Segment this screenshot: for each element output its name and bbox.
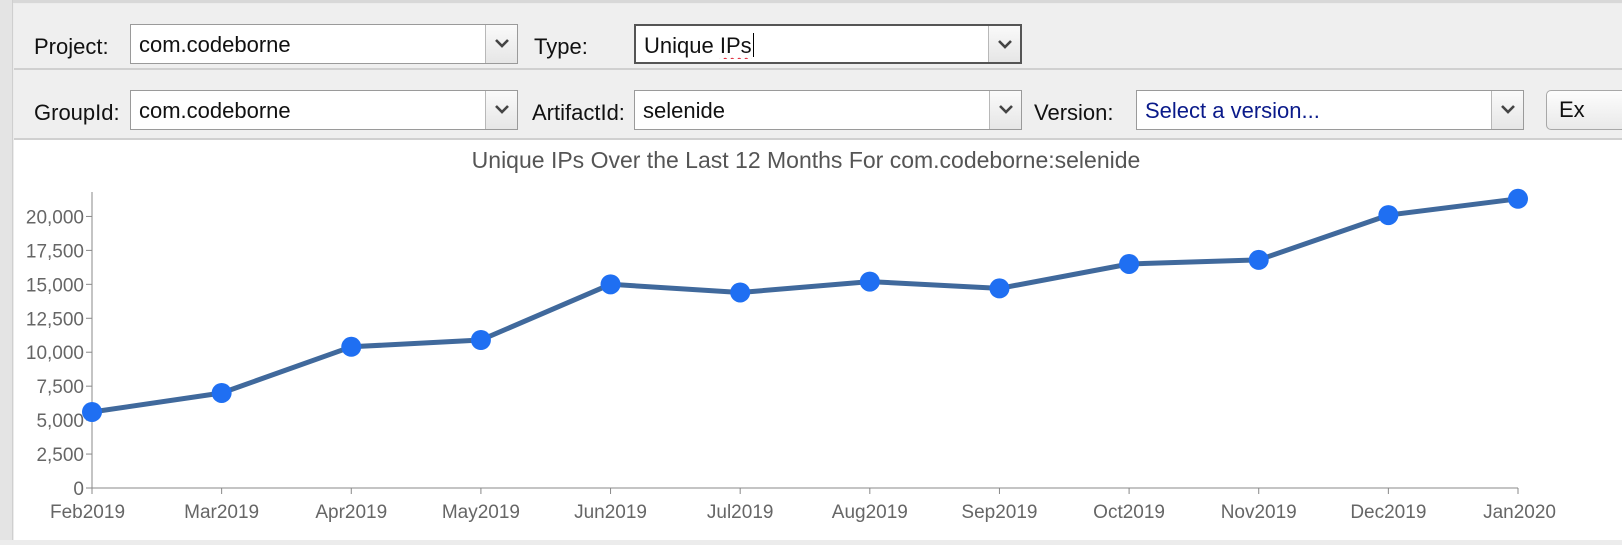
chevron-down-icon [998,40,1012,49]
x-tick-label: Apr2019 [315,502,387,523]
project-value: com.codeborne [139,32,291,57]
x-tick-label: Nov2019 [1221,502,1297,523]
y-tick-label: 10,000 [26,343,84,364]
version-dropdown-button[interactable] [1491,91,1523,129]
y-tick-label: 17,500 [26,241,84,262]
artifactid-value: selenide [643,98,725,123]
series-line [91,196,1519,415]
data-point[interactable] [859,271,880,292]
x-tick-label: Mar2019 [184,502,259,523]
line-chart: Unique IPs Over the Last 12 Months For c… [26,147,1556,523]
data-point[interactable] [1378,205,1399,226]
y-tick-label: 0 [73,479,84,500]
type-value-spellcheck-word: IPs [719,33,752,58]
x-tick-label: Feb2019 [50,502,125,523]
data-point[interactable] [1248,249,1269,270]
x-axis: Feb2019 Mar2019 Apr2019 May2019 Jun2019 Jul20… [50,487,1556,523]
version-label: Version: [1034,100,1114,125]
data-point[interactable] [989,278,1010,299]
data-point[interactable] [730,282,751,303]
selector-row-artifact: GroupId: com.codeborne ArtifactId: selen… [14,70,1622,140]
x-tick-label: Sep2019 [961,502,1037,523]
x-tick-label: Jan2020 [1483,502,1556,523]
data-point[interactable] [600,274,621,295]
data-point[interactable] [82,401,102,422]
x-tick-label: Jun2019 [574,502,647,523]
type-value-prefix: Unique [644,33,720,58]
version-placeholder: Select a version... [1145,98,1320,123]
type-label: Type: [534,34,588,59]
groupid-value: com.codeborne [139,98,291,123]
y-tick-label: 2,500 [36,445,84,466]
groupid-dropdown-button[interactable] [485,91,517,129]
groupid-label: GroupId: [34,100,120,125]
artifactid-dropdown-button[interactable] [989,91,1021,129]
type-dropdown-button[interactable] [988,26,1020,62]
y-tick-label: 5,000 [36,411,84,432]
y-tick-label: 15,000 [26,275,84,296]
x-tick-label: Jul2019 [707,502,774,523]
x-tick-label: Oct2019 [1093,502,1165,523]
data-point[interactable] [1119,253,1140,274]
data-point[interactable] [211,382,232,403]
artifactid-combobox[interactable]: selenide [634,90,1022,130]
chart-panel: Unique IPs Over the Last 12 Months For c… [14,140,1622,540]
type-combobox[interactable]: Unique IPs [634,24,1022,64]
project-combobox[interactable]: com.codeborne [130,24,518,64]
chevron-down-icon [1501,105,1515,114]
y-tick-label: 20,000 [26,207,84,228]
text-cursor [752,33,754,57]
type-value: Unique IPs [644,33,980,59]
export-button[interactable]: Ex [1546,90,1622,130]
artifactid-label: ArtifactId: [532,100,625,125]
chevron-down-icon [495,39,509,48]
y-tick-label: 12,500 [26,309,84,330]
data-points [82,188,1528,422]
x-tick-label: Dec2019 [1350,502,1426,523]
data-point[interactable] [341,336,362,357]
window-left-border [0,0,13,540]
project-dropdown-button[interactable] [485,25,517,63]
version-combobox[interactable]: Select a version... [1136,90,1524,130]
data-point[interactable] [470,330,491,350]
selector-row-project: Project: com.codeborne Type: Unique IPs [14,4,1622,70]
data-point[interactable] [1508,188,1528,209]
y-tick-label: 7,500 [36,377,84,398]
x-tick-label: Aug2019 [832,502,908,523]
window-top-border [0,0,1622,3]
x-tick-label: May2019 [442,502,520,523]
chevron-down-icon [999,105,1013,114]
groupid-combobox[interactable]: com.codeborne [130,90,518,130]
chevron-down-icon [495,105,509,114]
project-label: Project: [34,34,109,59]
y-axis: 0 2,500 5,000 7,500 10,000 12,500 15,000 17,500… [26,192,93,500]
chart-title: Unique IPs Over the Last 12 Months For c… [472,147,1141,173]
